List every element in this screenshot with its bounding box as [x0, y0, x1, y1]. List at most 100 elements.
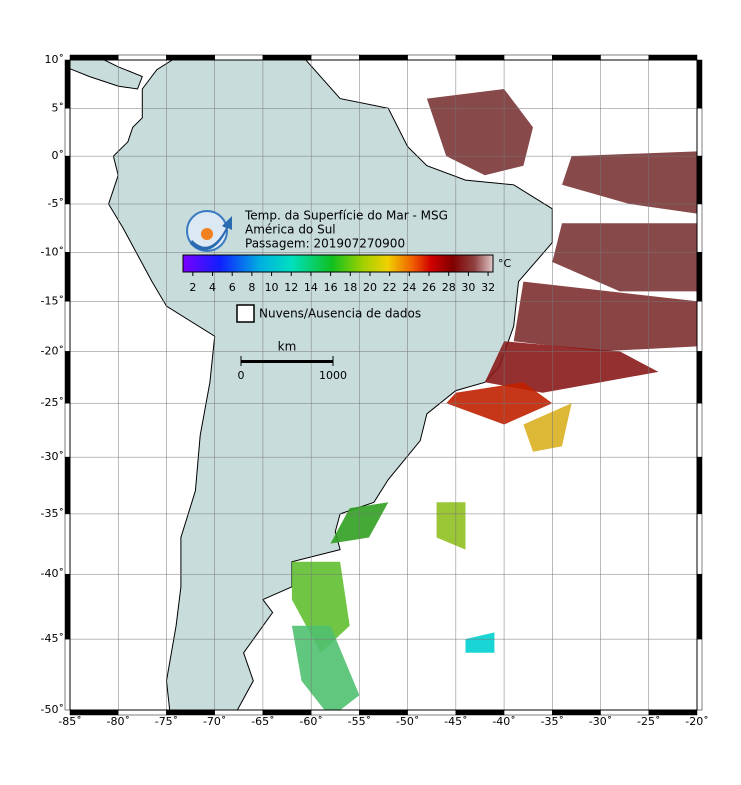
y-tick-label: 10˚: [45, 53, 65, 66]
frame-segment: [69, 54, 119, 61]
frame-segment: [696, 351, 703, 404]
y-tick-label: -45˚: [41, 632, 64, 645]
frame-segment: [64, 203, 71, 253]
frame-segment: [262, 709, 312, 716]
colorbar-tick-label: 12: [284, 281, 298, 294]
colorbar-unit: °C: [498, 257, 512, 270]
colorbar-tick-label: 2: [189, 281, 196, 294]
frame-segment: [359, 54, 408, 61]
logo-dot: [201, 228, 213, 240]
legend-swatch: [236, 304, 255, 323]
colorbar-tick-label: 24: [402, 281, 416, 294]
frame-segment: [503, 709, 553, 716]
frame-segment: [552, 709, 601, 716]
x-tick-label: -80˚: [106, 715, 129, 728]
frame-segment: [696, 402, 703, 458]
sst-patch: [523, 403, 572, 452]
sst-patch: [562, 151, 697, 214]
sst-patch: [484, 341, 659, 393]
x-tick-label: -65˚: [251, 715, 274, 728]
y-tick-label: -40˚: [41, 567, 64, 580]
frame-segment: [696, 59, 703, 109]
frame-segment: [696, 513, 703, 575]
frame-segment: [696, 108, 703, 157]
frame-segment: [64, 513, 71, 575]
colorbar-tick-label: 8: [248, 281, 255, 294]
x-tick-label: -50˚: [396, 715, 419, 728]
sst-patch: [513, 281, 697, 352]
frame-segment: [696, 252, 703, 302]
frame-segment: [696, 301, 703, 352]
frame-segment: [310, 709, 360, 716]
x-tick-label: -35˚: [541, 715, 564, 728]
y-tick-label: 5˚: [52, 101, 65, 114]
x-tick-label: -30˚: [589, 715, 612, 728]
frame-segment: [600, 54, 650, 61]
y-tick-label: -50˚: [41, 703, 64, 716]
colorbar-tick-label: 20: [363, 281, 377, 294]
colorbar-tick-label: 16: [324, 281, 338, 294]
colorbar-tick-label: 18: [343, 281, 357, 294]
sst-patch: [291, 561, 350, 653]
y-tick-label: -20˚: [41, 344, 64, 357]
x-tick-label: -70˚: [203, 715, 226, 728]
frame: [69, 59, 698, 711]
colorbar-tick-label: 22: [383, 281, 397, 294]
frame-segment: [262, 54, 312, 61]
frame-segment: [64, 456, 71, 515]
frame-segment: [117, 54, 167, 61]
title-line: Passagem: 201907270900: [245, 237, 405, 251]
scale-unit: km: [278, 340, 297, 354]
colorbar-tick-label: 4: [209, 281, 216, 294]
sst-patch: [426, 89, 533, 176]
overlay: Temp. da Superfície do Mar - MSG América…: [41, 53, 709, 728]
frame-segment: [214, 709, 264, 716]
y-tick-label: -10˚: [41, 245, 64, 258]
y-tick-label: 0˚: [52, 149, 65, 162]
frame-segment: [696, 155, 703, 205]
frame-segment: [214, 54, 264, 61]
frame-segment: [166, 54, 215, 61]
y-tick-label: -30˚: [41, 450, 64, 463]
colorbar-tick-label: 14: [304, 281, 318, 294]
x-tick-label: -20˚: [685, 715, 708, 728]
x-tick-label: -85˚: [58, 715, 81, 728]
sst-patch: [291, 625, 360, 710]
x-tick-label: -25˚: [637, 715, 660, 728]
colorbar-tick-label: 28: [442, 281, 456, 294]
sst-patch: [552, 223, 697, 292]
frame-segment: [455, 709, 505, 716]
colorbar: [182, 254, 494, 273]
frame-segment: [64, 301, 71, 352]
frame-segment: [310, 54, 360, 61]
frame-segment: [64, 59, 71, 109]
frame-segment: [359, 709, 408, 716]
frame-segment: [600, 709, 650, 716]
frame-segment: [503, 54, 553, 61]
x-tick-label: -45˚: [444, 715, 467, 728]
frame-segment: [64, 402, 71, 458]
frame-segment: [69, 709, 119, 716]
frame-segment: [117, 709, 167, 716]
logo-arrow: [190, 216, 232, 251]
x-tick-label: -75˚: [155, 715, 178, 728]
y-tick-label: -15˚: [41, 294, 64, 307]
frame-segment: [407, 709, 457, 716]
scale-tick-label: 0: [238, 369, 245, 382]
frame-segment: [696, 638, 703, 711]
frame-segment: [64, 155, 71, 205]
frame-segment: [64, 573, 71, 640]
legend-label: Nuvens/Ausencia de dados: [259, 307, 421, 321]
y-tick-label: -35˚: [41, 507, 64, 520]
colorbar-tick-label: 6: [229, 281, 236, 294]
x-tick-label: -40˚: [492, 715, 515, 728]
scale-tick-label: 1000: [319, 369, 347, 382]
frame-segment: [648, 54, 698, 61]
y-tick-label: -5˚: [48, 197, 64, 210]
frame-segment: [696, 573, 703, 640]
frame-segment: [455, 54, 505, 61]
frame-segment: [64, 252, 71, 302]
colorbar-tick-label: 30: [461, 281, 475, 294]
frame-segment: [696, 456, 703, 515]
